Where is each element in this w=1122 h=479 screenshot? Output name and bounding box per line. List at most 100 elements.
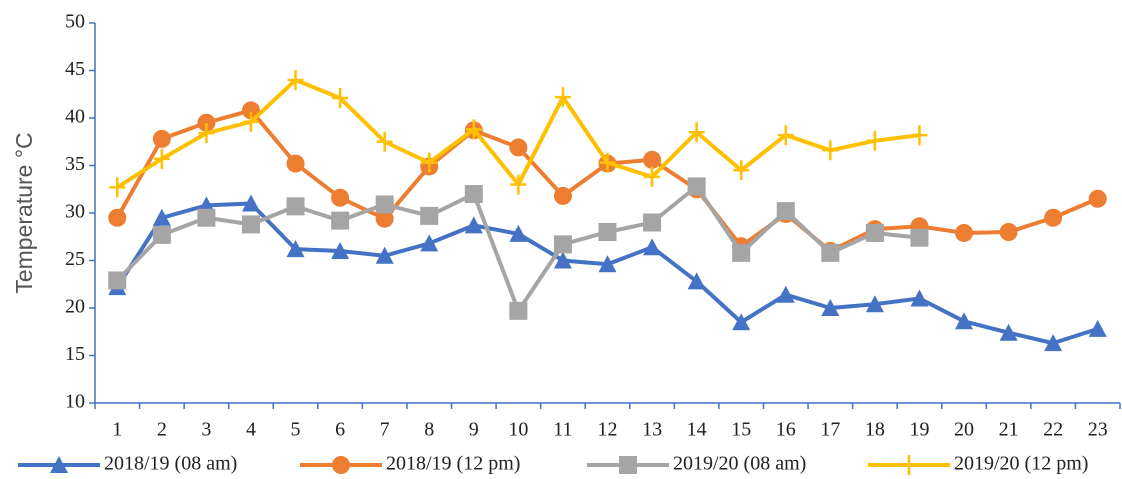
x-tick-label: 5 — [291, 419, 301, 441]
marker — [197, 208, 216, 227]
marker — [109, 177, 126, 198]
marker — [733, 160, 750, 181]
marker — [910, 289, 929, 307]
marker — [376, 131, 393, 152]
x-tick-label: 20 — [954, 419, 974, 441]
marker — [375, 246, 394, 264]
marker — [108, 208, 127, 227]
marker — [901, 455, 917, 475]
marker — [286, 197, 305, 216]
series-line — [116, 78, 920, 190]
marker — [420, 206, 439, 225]
marker — [152, 129, 171, 148]
x-tick-label: 2 — [157, 419, 167, 441]
marker — [286, 154, 305, 173]
marker — [644, 166, 661, 187]
marker — [643, 150, 662, 169]
x-tick-label: 3 — [201, 419, 211, 441]
x-tick-label: 14 — [687, 419, 707, 441]
marker — [643, 213, 662, 232]
marker — [911, 125, 928, 146]
marker — [553, 186, 572, 205]
marker — [777, 125, 794, 146]
marker — [242, 111, 259, 132]
marker — [865, 295, 884, 313]
marker — [687, 272, 706, 290]
legend-label: 2018/19 (12 pm) — [386, 453, 520, 475]
marker — [1088, 319, 1107, 337]
marker — [865, 223, 884, 242]
y-tick-label: 45 — [65, 58, 85, 80]
y-tick-label: 30 — [65, 201, 85, 223]
marker — [776, 202, 795, 221]
marker — [509, 224, 528, 242]
marker — [1044, 208, 1063, 227]
marker — [619, 456, 637, 474]
marker — [421, 152, 438, 173]
marker — [108, 271, 127, 290]
marker — [152, 225, 171, 244]
x-tick-label: 10 — [508, 419, 528, 441]
marker — [866, 130, 883, 151]
y-tick-label: 15 — [65, 343, 85, 365]
marker — [197, 113, 216, 132]
marker — [955, 223, 974, 242]
marker — [598, 255, 617, 273]
x-tick-label: 12 — [598, 419, 618, 441]
marker — [999, 323, 1018, 341]
marker — [553, 235, 572, 254]
marker — [375, 209, 394, 228]
marker — [241, 215, 260, 234]
x-tick-label: 13 — [642, 419, 662, 441]
y-tick-label: 40 — [65, 106, 85, 128]
x-tick-label: 16 — [776, 419, 796, 441]
marker — [776, 285, 795, 303]
marker — [598, 223, 617, 241]
marker — [331, 188, 350, 207]
y-axis-title: Temperature °C — [11, 132, 37, 293]
marker — [599, 152, 616, 173]
marker — [688, 122, 705, 143]
legend-label: 2019/20 (12 pm) — [954, 453, 1088, 475]
x-tick-label: 4 — [246, 419, 256, 441]
y-tick-label: 35 — [65, 153, 85, 175]
marker — [510, 174, 527, 195]
x-tick-label: 15 — [731, 419, 751, 441]
marker — [910, 228, 929, 247]
marker — [732, 243, 751, 262]
marker — [241, 194, 260, 212]
marker — [999, 223, 1018, 241]
marker — [152, 208, 171, 226]
marker — [1044, 334, 1063, 352]
x-tick-label: 11 — [553, 419, 572, 441]
marker — [332, 456, 350, 474]
y-tick-label: 10 — [65, 391, 85, 413]
marker — [687, 177, 706, 196]
x-tick-label: 7 — [380, 419, 390, 441]
x-tick-label: 23 — [1088, 419, 1108, 441]
marker — [553, 251, 572, 269]
x-tick-label: 19 — [909, 419, 929, 441]
marker — [153, 148, 170, 169]
marker — [375, 195, 394, 214]
x-tick-label: 6 — [335, 419, 345, 441]
legend-label: 2019/20 (08 am) — [673, 453, 806, 475]
marker — [50, 456, 68, 473]
marker — [554, 87, 571, 108]
marker — [198, 123, 215, 144]
marker — [465, 119, 482, 140]
y-tick-label: 50 — [65, 11, 85, 33]
marker — [464, 185, 483, 203]
marker — [287, 70, 304, 90]
marker — [464, 216, 483, 234]
y-tick-label: 25 — [65, 248, 85, 270]
marker — [821, 299, 840, 316]
marker — [509, 138, 528, 157]
x-tick-label: 1 — [112, 419, 122, 441]
marker — [732, 313, 751, 331]
marker — [955, 312, 974, 330]
y-tick-label: 20 — [65, 296, 85, 318]
marker — [509, 301, 528, 320]
legend-label: 2018/19 (08 am) — [104, 453, 237, 475]
